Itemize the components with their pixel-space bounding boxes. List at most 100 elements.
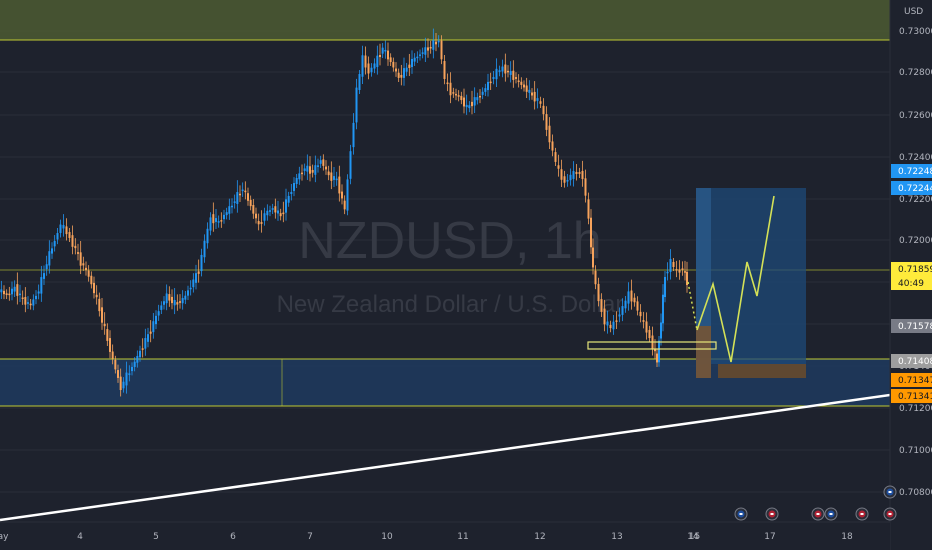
candle-body: [314, 165, 317, 175]
candle-body: [79, 252, 82, 266]
price-tag-bg: [891, 354, 932, 368]
candle-body: [260, 222, 263, 224]
candle-body: [317, 165, 319, 167]
candle-body: [103, 323, 106, 327]
flag-nz-icon[interactable]: [883, 485, 897, 499]
candle-body: [686, 271, 688, 286]
candle-body: [87, 270, 90, 277]
price-tag: 0.71408: [898, 357, 932, 367]
candle-body: [557, 165, 560, 169]
candle-body: [517, 80, 520, 83]
candle-body: [548, 125, 551, 143]
candle-body: [114, 359, 117, 370]
time-axis[interactable]: [0, 522, 890, 550]
candle-body: [612, 321, 615, 330]
candle-body: [176, 302, 179, 305]
candle-body: [217, 221, 220, 223]
price-tags: 0.72248 0.72244 0.71859 40:49 0.71578 0.71408…: [891, 164, 932, 403]
candle-body: [429, 46, 432, 49]
time-axis-label: 18: [841, 532, 853, 542]
candle-body: [122, 381, 125, 389]
candle-body: [392, 61, 395, 68]
candle-body: [233, 201, 236, 203]
candle-body: [141, 348, 144, 350]
candle-body: [636, 301, 639, 311]
candle-body: [597, 283, 600, 302]
candle-body: [411, 58, 413, 68]
candle-body: [285, 199, 287, 213]
candle-body: [642, 320, 645, 322]
trendline[interactable]: [0, 393, 891, 522]
candle-body: [416, 56, 419, 59]
candle-body: [32, 299, 35, 306]
candle-body: [40, 277, 43, 294]
position-entry-loss-zone[interactable]: [696, 326, 711, 378]
price-tag-bg: [891, 164, 932, 178]
flag-nz-icon[interactable]: [734, 507, 748, 521]
candle-body: [16, 284, 19, 296]
position-loss-zone[interactable]: [718, 364, 806, 378]
candle-body: [364, 55, 367, 68]
candle-body: [572, 171, 575, 179]
time-axis-label: 6: [230, 532, 236, 542]
candle-body: [381, 47, 384, 54]
candle-body: [341, 191, 343, 199]
candle-body: [117, 370, 119, 378]
price-tag-bg: [891, 276, 932, 290]
time-axis-label: 5: [153, 532, 159, 542]
candle-body: [155, 315, 157, 325]
candle-body: [606, 321, 609, 326]
candle-body: [163, 301, 165, 305]
price-tag: 0.71341: [898, 392, 932, 402]
candle-body: [487, 81, 489, 91]
candle-body: [241, 189, 244, 192]
candle-body: [263, 213, 266, 221]
candle-body: [282, 212, 285, 215]
candle-body: [200, 254, 203, 272]
candle-body: [481, 91, 484, 95]
flag-us-icon[interactable]: [765, 507, 779, 521]
candle-body: [479, 95, 481, 98]
candle-body: [498, 70, 501, 72]
projection-dotted[interactable]: [687, 281, 698, 331]
candle-body: [560, 169, 563, 180]
candle-body: [446, 82, 449, 85]
flag-us-icon[interactable]: [855, 507, 869, 521]
candle-body: [181, 298, 184, 304]
price-tag-bg: [891, 373, 932, 387]
candle-body: [203, 240, 206, 258]
candle-body: [645, 321, 648, 333]
economic-events[interactable]: [734, 485, 897, 521]
candle-body: [621, 306, 624, 315]
candle-body: [473, 97, 476, 106]
candle-body: [554, 152, 557, 162]
flag-us-icon[interactable]: [883, 507, 897, 521]
projection-path[interactable]: [696, 195, 775, 363]
candle-body: [95, 294, 98, 298]
candle-body: [609, 324, 612, 329]
candle-body: [77, 252, 79, 254]
order-block-box[interactable]: [587, 341, 717, 350]
candle-body: [74, 245, 77, 249]
candle-body: [311, 169, 314, 173]
candle-body: [335, 178, 338, 181]
candle-body: [352, 122, 355, 148]
flag-us-icon[interactable]: [811, 507, 825, 521]
candle-body: [119, 376, 122, 391]
candle-body: [370, 67, 373, 73]
price-tag: 40:49: [898, 279, 924, 289]
flag-nz-icon[interactable]: [824, 507, 838, 521]
candle-body: [435, 41, 437, 45]
candle-body: [468, 105, 471, 109]
candle-body: [287, 195, 290, 203]
candle-body: [569, 174, 572, 181]
candles: [0, 28, 688, 397]
